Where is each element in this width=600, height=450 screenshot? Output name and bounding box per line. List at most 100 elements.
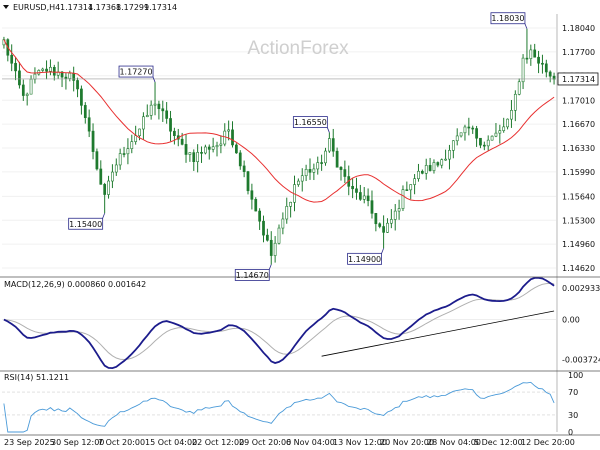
candle-body	[424, 165, 428, 174]
candle-body	[219, 143, 223, 146]
candle-body	[401, 189, 405, 209]
time-tick-label: 28 Nov 04:00	[427, 438, 481, 447]
candle-body	[366, 195, 370, 201]
annotation-leader	[326, 127, 330, 133]
macd-signal-line	[3, 282, 555, 361]
candle-body	[451, 140, 455, 151]
candle-body	[122, 153, 126, 155]
candle-body	[355, 188, 358, 193]
time-tick-label: 7 Oct 20:00	[98, 438, 145, 447]
time-tick-label: 20 Nov 20:00	[380, 438, 434, 447]
candle-body	[525, 57, 529, 60]
time-tick-label: 6 Nov 04:00	[286, 438, 335, 447]
candle-body	[533, 49, 537, 58]
candle-body	[343, 169, 347, 177]
ohlc-low: 1.17299	[116, 3, 149, 12]
annotation-label: 1.18030	[491, 14, 524, 23]
candle-body	[21, 84, 25, 96]
candle-body	[529, 49, 533, 59]
candle-body	[18, 70, 21, 86]
candle-body	[33, 73, 37, 80]
candle-body	[14, 62, 17, 72]
annotation-label: 1.15400	[69, 220, 102, 229]
candle-body	[370, 200, 374, 214]
candle-body	[76, 80, 79, 90]
candle-body	[285, 206, 289, 220]
candle-body	[134, 135, 138, 142]
price-tick-label: 1.17700	[562, 48, 595, 57]
price-tick-label: 1.15300	[562, 216, 595, 225]
price-tick-label: 1.18040	[562, 24, 595, 33]
candle-body	[374, 213, 378, 225]
candle-body	[266, 234, 269, 241]
candle-body	[409, 184, 413, 191]
candle-body	[544, 63, 548, 73]
candle-body	[440, 159, 444, 166]
candle-body	[428, 165, 432, 171]
candle-body	[173, 130, 176, 136]
candle-body	[107, 180, 110, 195]
dropdown-triangle-icon[interactable]	[3, 5, 9, 9]
candle-body	[29, 78, 33, 95]
candle-body	[184, 144, 188, 155]
candle-body	[207, 146, 211, 150]
macd-line	[3, 276, 555, 370]
candle-body	[486, 139, 490, 147]
candle-body	[335, 150, 339, 168]
candle-body	[145, 115, 149, 118]
price-tick-label: 1.15990	[562, 168, 595, 177]
candle-body	[72, 72, 76, 81]
candle-body	[142, 116, 145, 130]
macd-title: MACD(12,26,9) 0.000860 0.001642	[4, 280, 146, 289]
current-price-label: 1.17314	[562, 75, 595, 84]
annotation-box	[118, 65, 154, 78]
candle-body	[91, 130, 95, 152]
rsi-tick-label: 70	[568, 388, 578, 397]
header: EURUSD,H4 1.17314 1.17368 1.17299 1.1731…	[3, 3, 177, 12]
candle-body	[467, 126, 471, 129]
candle-body	[386, 222, 389, 233]
candle-body	[304, 169, 308, 177]
candle-body	[393, 210, 397, 220]
candle-body	[258, 210, 261, 222]
price-annotations-layer: 1.15400 1.17270 1.14670 1.16550 1.14900 1.180…	[68, 12, 528, 281]
time-tick-label: 30 Sep 12:00	[51, 438, 104, 447]
candle-body	[149, 104, 153, 116]
candle-body	[95, 151, 99, 170]
candle-body	[378, 223, 382, 227]
annotation-label: 1.14670	[236, 271, 269, 280]
candle-body	[80, 88, 83, 106]
candle-body	[521, 57, 525, 83]
candle-body	[262, 220, 265, 236]
annotation-leader	[102, 213, 106, 219]
candle-body	[320, 162, 323, 164]
candle-body	[463, 126, 467, 134]
macd-trendline	[321, 310, 555, 357]
candle-body	[358, 192, 362, 200]
annotation-label: 1.17270	[119, 68, 152, 77]
candle-body	[397, 208, 401, 212]
candle-body	[211, 146, 215, 150]
candle-body	[126, 148, 130, 155]
candle-body	[223, 130, 227, 145]
macd-tick-label: 0.002933	[562, 284, 600, 293]
candle-body	[339, 166, 343, 170]
candle-body	[103, 184, 107, 195]
candle-body	[389, 219, 393, 224]
candle-body	[362, 195, 366, 200]
candle-body	[537, 56, 540, 64]
candle-body	[10, 54, 14, 64]
candle-body	[161, 108, 165, 112]
time-tick-label: 23 Sep 2025	[4, 438, 55, 447]
candle-body	[417, 170, 420, 180]
rsi-tick-label: 100	[568, 371, 583, 380]
time-tick-label: 5 Dec 12:00	[474, 438, 523, 447]
candle-body	[448, 150, 451, 160]
price-tick-label: 1.16670	[562, 120, 595, 129]
candle-body	[297, 180, 300, 185]
time-tick-label: 15 Oct 04:00	[145, 438, 197, 447]
annotation-box	[68, 217, 104, 230]
candle-body	[482, 144, 486, 147]
candle-body	[510, 110, 513, 120]
price-tick-label: 1.17010	[562, 96, 595, 105]
